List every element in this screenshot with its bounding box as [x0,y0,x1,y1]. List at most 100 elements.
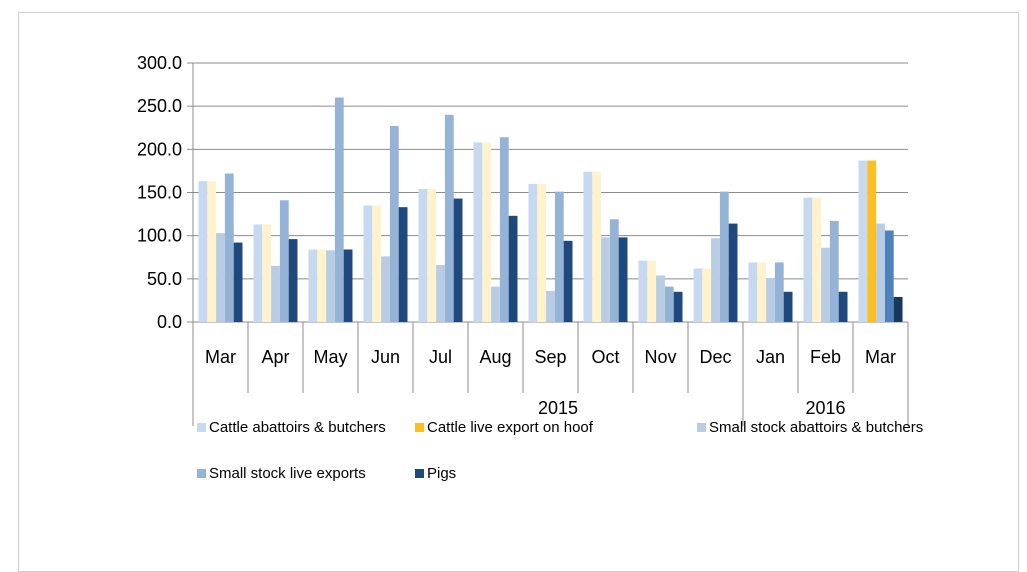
bar-cattle-live-export-on-hoof-jan [757,262,767,322]
bar-cattle-abattoirs-butchers-sep [528,183,538,322]
bar-small-stock-abattoirs-butchers-may [326,250,335,322]
bar-pigs-may [343,249,353,322]
legend-item: Small stock live exports [197,465,366,482]
y-tick-label: 50.0 [147,269,182,289]
bar-cattle-live-export-on-hoof-aug [482,142,492,322]
legend-item: Cattle live export on hoof [415,419,593,436]
legend-label: Small stock abattoirs & butchers [709,419,924,436]
x-tick-label: Jan [756,347,785,367]
bar-pigs-apr [288,239,298,322]
bar-small-stock-live-exports-sep [554,191,564,322]
bar-cattle-live-export-on-hoof-may [317,249,327,322]
bar-cattle-abattoirs-butchers-may [308,249,318,322]
y-tick-label: 300.0 [137,53,182,73]
legend-label: Small stock live exports [209,465,366,482]
bar-small-stock-live-exports-aug [499,137,509,322]
legend-item: Pigs [415,465,456,482]
legend-swatch [197,469,206,478]
bar-cattle-live-export-on-hoof-jun [372,205,382,322]
bar-small-stock-live-exports-may [334,97,344,323]
legend-item: Small stock abattoirs & butchers [697,419,923,436]
legend-label: Cattle abattoirs & butchers [209,419,386,436]
x-tick-label: Aug [479,347,511,367]
bar-cattle-live-export-on-hoof-apr [262,224,272,322]
x-tick-label: Dec [699,347,731,367]
y-tick-label: 250.0 [137,96,182,116]
bar-small-stock-abattoirs-butchers-sep [546,290,555,322]
bar-small-stock-abattoirs-butchers-nov [656,275,665,322]
bar-small-stock-abattoirs-butchers-mar [216,233,225,322]
bar-small-stock-abattoirs-butchers-jul [436,265,445,322]
bar-cattle-live-export-on-hoof-dec [702,268,712,322]
year-label: 2015 [538,398,578,418]
x-tick-label: Feb [810,347,841,367]
y-tick-label: 100.0 [137,226,182,246]
bar-chart: 0.0 50.0 100.0 150.0 200.0 250.0 300.0 Mar Apr Ma… [137,53,909,426]
bar-cattle-abattoirs-butchers-feb [803,197,813,322]
bar-cattle-abattoirs-butchers-mar [858,160,868,322]
bar-pigs-jan [783,291,793,322]
y-tick-label: 150.0 [137,183,182,203]
bar-cattle-abattoirs-butchers-mar [198,181,208,322]
bar-pigs-oct [618,237,628,322]
bar-cattle-abattoirs-butchers-dec [693,268,703,322]
bar-small-stock-live-exports-mar [224,173,234,322]
bar-small-stock-live-exports-jul [444,114,454,322]
bar-cattle-abattoirs-butchers-oct [583,171,593,322]
legend-label: Cattle live export on hoof [427,419,593,436]
bar-cattle-abattoirs-butchers-aug [473,142,483,322]
bar-small-stock-abattoirs-butchers-apr [271,265,280,322]
x-tick-label: Jun [371,347,400,367]
x-tick-label: Mar [205,347,236,367]
bar-cattle-live-export-on-hoof-mar [207,181,217,322]
bar-small-stock-live-exports-oct [609,219,619,322]
legend-label: Pigs [427,465,457,482]
bar-pigs-aug [508,215,518,322]
bar-cattle-live-export-on-hoof-oct [592,171,602,322]
bar-cattle-live-export-on-hoof-jul [427,189,437,322]
bar-cattle-abattoirs-butchers-apr [253,224,263,322]
y-tick-label: 200.0 [137,139,182,159]
bar-small-stock-live-exports-jun [389,126,399,322]
bar-small-stock-live-exports-feb [829,220,839,322]
bar-small-stock-live-exports-apr [279,200,289,322]
bar-pigs-nov [673,291,683,322]
legend-item: Cattle abattoirs & butchers [197,419,386,436]
x-tick-label: Mar [865,347,896,367]
bar-cattle-abattoirs-butchers-jan [748,262,758,322]
year-label: 2016 [805,398,845,418]
bar-small-stock-abattoirs-butchers-mar [876,223,885,322]
bar-pigs-jun [398,207,408,322]
legend-swatch [415,469,424,478]
x-tick-label: Oct [591,347,619,367]
bar-cattle-live-export-on-hoof-feb [812,197,822,322]
bar-cattle-live-export-on-hoof-sep [537,183,547,322]
bar-small-stock-abattoirs-butchers-jan [766,277,775,322]
bar-cattle-abattoirs-butchers-jun [363,205,373,322]
bar-pigs-feb [838,291,848,322]
bar-small-stock-live-exports-dec [719,191,729,322]
x-tick-label: Nov [644,347,676,367]
bar-small-stock-abattoirs-butchers-aug [491,286,500,322]
x-tick-label: Sep [534,347,566,367]
bar-small-stock-live-exports-mar [884,230,894,322]
legend-swatch [697,423,706,432]
y-tick-label: 0.0 [157,312,182,332]
bar-pigs-jul [453,198,463,322]
x-tick-label: Apr [261,347,289,367]
bar-pigs-mar [233,242,243,322]
bar-small-stock-live-exports-jan [774,262,784,322]
bar-cattle-live-export-on-hoof-mar [867,160,877,322]
bar-small-stock-abattoirs-butchers-feb [821,247,830,322]
bar-small-stock-abattoirs-butchers-oct [601,237,610,322]
bar-pigs-sep [563,240,573,322]
x-tick-label: May [313,347,347,367]
legend-swatch [415,423,424,432]
bar-cattle-live-export-on-hoof-nov [647,260,657,322]
bar-pigs-mar [893,296,903,322]
bar-cattle-abattoirs-butchers-nov [638,260,648,322]
legend-swatch [197,423,206,432]
bar-small-stock-abattoirs-butchers-dec [711,238,720,322]
bar-small-stock-abattoirs-butchers-jun [381,256,390,322]
bar-pigs-dec [728,223,738,322]
